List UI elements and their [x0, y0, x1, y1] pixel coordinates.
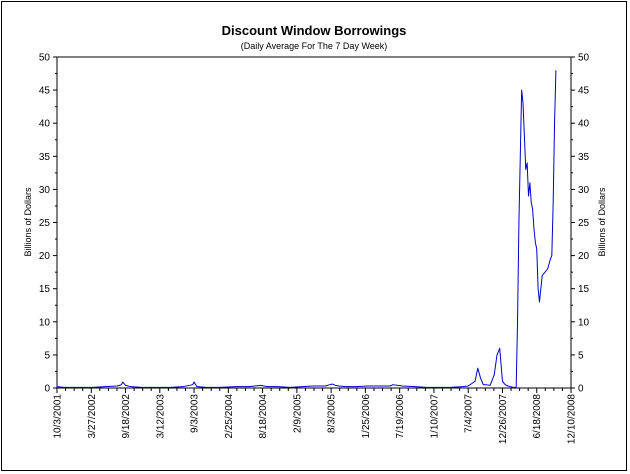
x-tick-label: 2/9/2005 — [292, 394, 303, 433]
y-tick-label-left: 40 — [39, 119, 51, 130]
x-tick-label: 3/27/2002 — [87, 394, 98, 439]
chart-title: Discount Window Borrowings — [222, 23, 407, 38]
y-tick-label-left: 50 — [39, 53, 51, 64]
x-tick-label: 1/10/2007 — [429, 394, 440, 439]
y-tick-label-right: 0 — [578, 384, 584, 395]
y-axis-left: 0 5 10 15 20 25 30 35 40 45 50 — [39, 53, 57, 395]
y-tick-label-left: 5 — [44, 350, 50, 361]
y-tick-label-left: 20 — [39, 251, 51, 262]
y-tick-label-right: 15 — [578, 284, 590, 295]
y-tick-label-left: 45 — [39, 86, 51, 97]
y-tick-label-right: 35 — [578, 152, 590, 163]
x-tick-label: 8/18/2004 — [258, 394, 269, 439]
y-tick-label-right: 45 — [578, 86, 590, 97]
y-tick-label-left: 15 — [39, 284, 51, 295]
y-tick-label-right: 40 — [578, 119, 590, 130]
y-tick-label-left: 35 — [39, 152, 51, 163]
y-tick-label-left: 10 — [39, 317, 51, 328]
y-tick-label-right: 5 — [578, 350, 584, 361]
y-tick-label-left: 30 — [39, 185, 51, 196]
y-tick-label-left: 25 — [39, 218, 51, 229]
y-tick-label-right: 20 — [578, 251, 590, 262]
x-tick-label: 1/25/2006 — [361, 394, 372, 439]
x-tick-label: 12/26/2007 — [498, 394, 509, 444]
y-tick-label-right: 25 — [578, 218, 590, 229]
x-tick-label: 6/18/2008 — [532, 394, 543, 439]
x-tick-label: 10/3/2001 — [53, 394, 64, 439]
x-axis: 10/3/2001 3/27/2002 9/18/2002 3/12/2003 9/3/… — [53, 388, 578, 444]
plot-area — [56, 56, 572, 389]
series-group — [56, 70, 557, 388]
x-tick-label: 7/4/2007 — [464, 394, 475, 433]
y-tick-label-left: 0 — [44, 384, 50, 395]
x-tick-label: 9/3/2003 — [190, 394, 201, 433]
y-tick-label-right: 50 — [578, 53, 590, 64]
chart-subtitle: (Daily Average For The 7 Day Week) — [241, 41, 388, 51]
x-tick-label: 12/10/2008 — [567, 394, 578, 444]
y-axis-title-right: Billions of Dollars — [597, 187, 607, 257]
y-axis-title-left: Billions of Dollars — [23, 187, 33, 257]
y-axis-right: 0 5 10 15 20 25 30 35 40 45 50 — [571, 53, 590, 395]
y-tick-label-right: 30 — [578, 185, 590, 196]
x-tick-label: 3/12/2003 — [155, 394, 166, 439]
x-tick-label: 2/25/2004 — [224, 394, 235, 439]
x-tick-label: 8/3/2005 — [327, 394, 338, 433]
x-tick-label: 7/19/2006 — [395, 394, 406, 439]
series-line — [56, 70, 557, 388]
y-tick-label-right: 10 — [578, 317, 590, 328]
x-tick-label: 9/18/2002 — [121, 394, 132, 439]
